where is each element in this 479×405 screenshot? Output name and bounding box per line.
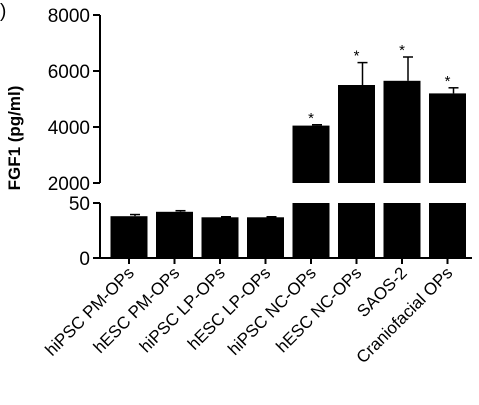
bar: [247, 217, 284, 258]
y-tick-label: 6000: [48, 62, 90, 83]
y-tick-label: 8000: [48, 6, 90, 27]
bar: [110, 216, 148, 258]
bar-upper: [338, 85, 375, 183]
significance-marker: *: [308, 110, 314, 127]
bar: [156, 211, 193, 258]
bar-upper: [429, 93, 466, 183]
bar-lower: [338, 203, 375, 258]
bar-upper: [292, 125, 330, 183]
y-tick-label: 0: [79, 249, 90, 270]
y-tick-label: 50: [69, 194, 90, 215]
y-axis-title: FGF1 (pg/ml): [5, 86, 24, 191]
bar-lower: [429, 203, 466, 258]
significance-marker: *: [445, 73, 451, 90]
bar-lower: [292, 203, 330, 258]
significance-marker: *: [399, 42, 405, 59]
bar-upper: [383, 80, 421, 183]
significance-marker: *: [354, 48, 360, 65]
panel-letter: ): [0, 1, 6, 22]
y-tick-label: 2000: [48, 174, 90, 195]
y-tick-label: 4000: [48, 118, 90, 139]
bar-lower: [383, 203, 421, 258]
bar: [201, 217, 239, 258]
bars: * * * *: [110, 42, 466, 264]
